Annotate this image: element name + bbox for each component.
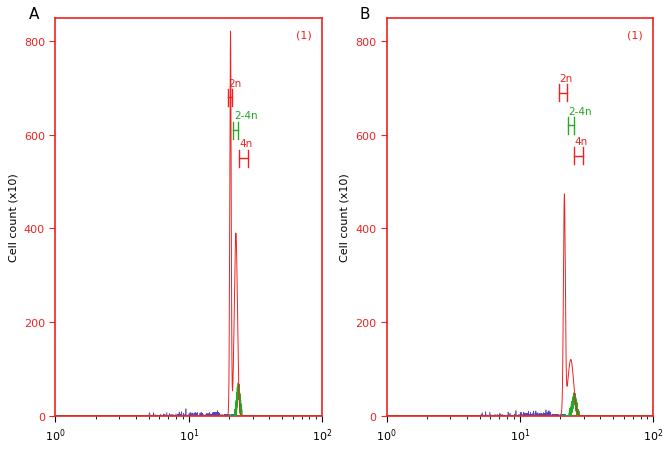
Text: (1): (1) bbox=[296, 31, 312, 41]
Text: 2-4n: 2-4n bbox=[569, 106, 592, 116]
Text: 4n: 4n bbox=[240, 139, 253, 149]
Text: B: B bbox=[360, 7, 370, 22]
Text: (1): (1) bbox=[627, 31, 643, 41]
Text: 2-4n: 2-4n bbox=[234, 111, 257, 121]
Text: 2n: 2n bbox=[228, 78, 241, 88]
Text: 2n: 2n bbox=[559, 74, 573, 83]
Text: A: A bbox=[29, 7, 39, 22]
Y-axis label: Cell count (x10): Cell count (x10) bbox=[339, 173, 349, 262]
Text: 4n: 4n bbox=[575, 137, 588, 147]
Y-axis label: Cell count (x10): Cell count (x10) bbox=[8, 173, 18, 262]
